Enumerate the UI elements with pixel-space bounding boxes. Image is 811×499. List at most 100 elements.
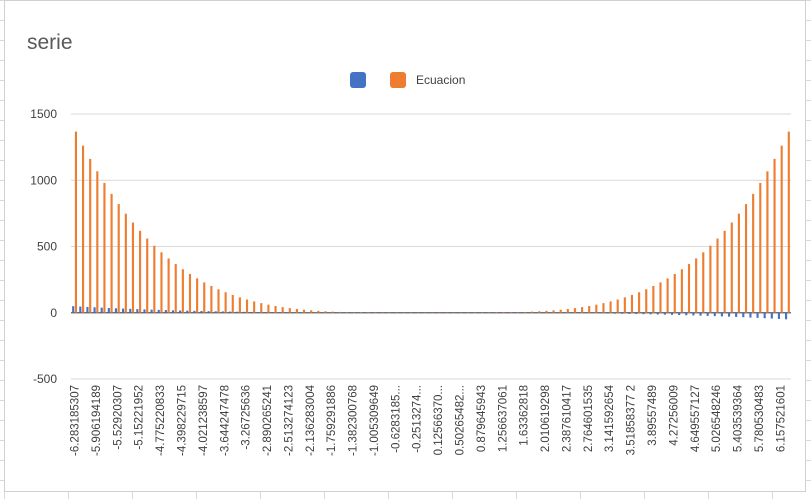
x-tick-label: 5.780530483 xyxy=(754,385,766,452)
chart-area[interactable]: serie Ecuacion -500 0 500 1000 1500 -6.283185… xyxy=(4,0,806,492)
x-tick-label: -1.005309649 xyxy=(369,385,381,456)
bar-ecuacion xyxy=(267,304,270,313)
bar-series-1 xyxy=(578,312,581,314)
bar-ecuacion xyxy=(160,252,163,313)
y-tick-label: -500 xyxy=(33,372,57,386)
bar-ecuacion xyxy=(438,312,441,314)
legend-swatch-orange xyxy=(390,72,406,88)
y-tick-label: 0 xyxy=(50,306,57,320)
bar-series-1 xyxy=(556,312,560,314)
bar-ecuacion xyxy=(623,297,626,313)
bar-ecuacion xyxy=(417,312,420,314)
bar-ecuacion xyxy=(545,310,548,313)
bar-ecuacion xyxy=(559,309,562,313)
bar-ecuacion xyxy=(581,307,584,313)
plot-svg: -500 0 500 1000 1500 -6.283185307 -5.906194189… xyxy=(30,107,791,456)
bar-series-1 xyxy=(350,312,353,314)
bar-ecuacion xyxy=(687,264,691,313)
bar-series-1 xyxy=(485,312,488,314)
bar-ecuacion xyxy=(538,311,541,313)
bar-series-1 xyxy=(777,312,781,319)
bar-series-1 xyxy=(656,312,659,315)
bar-series-1 xyxy=(157,309,160,313)
bar-series-1 xyxy=(621,312,624,314)
bar-series-1 xyxy=(314,312,317,314)
bar-ecuacion xyxy=(238,297,241,313)
x-tick-label: -1.759291886 xyxy=(326,385,338,456)
bar-series-1 xyxy=(214,311,217,313)
x-tick-label: 1.256637061 xyxy=(497,385,509,452)
x-tick-label: 3.89557489 xyxy=(647,385,659,446)
bar-series-1 xyxy=(328,312,331,314)
bar-ecuacion xyxy=(752,193,755,313)
bar-ecuacion xyxy=(395,312,398,314)
bar-series-1 xyxy=(300,312,303,313)
bar-ecuacion xyxy=(523,311,527,313)
bar-series-1 xyxy=(628,312,631,314)
x-tick-label: -2.890265241 xyxy=(262,385,274,456)
x-tick-label: -4.021238597 xyxy=(198,385,210,456)
x-tick-label: -4.398229715 xyxy=(176,385,188,456)
bar-ecuacion xyxy=(737,213,740,313)
bar-series-1 xyxy=(278,312,281,313)
bar-series-1 xyxy=(592,312,595,314)
x-tick-label: -4.775220833 xyxy=(155,385,167,456)
x-tick-label: 6.157521601 xyxy=(775,385,787,452)
bar-ecuacion xyxy=(331,311,334,313)
bar-ecuacion xyxy=(210,285,213,313)
bar-series-1 xyxy=(499,312,502,314)
x-tick-label: 0.879645943 xyxy=(476,385,488,452)
bar-series-1 xyxy=(207,311,210,313)
bar-ecuacion xyxy=(124,213,127,313)
bar-ecuacion xyxy=(723,230,726,313)
bar-series-1 xyxy=(571,312,574,314)
bar-ecuacion xyxy=(787,131,790,313)
bar-ecuacion xyxy=(645,289,648,313)
x-tick-label: 2.010619298 xyxy=(540,385,552,452)
legend-item-series-1 xyxy=(350,72,376,88)
bar-series-1 xyxy=(606,312,609,314)
bar-series-1 xyxy=(293,312,296,313)
bar-ecuacion xyxy=(345,312,348,313)
bar-ecuacion xyxy=(139,230,142,313)
y-tick-label: 500 xyxy=(37,240,57,254)
bar-ecuacion xyxy=(153,245,156,313)
bar-ecuacion xyxy=(310,310,313,313)
bar-ecuacion xyxy=(680,269,683,313)
legend-item-ecuacion: Ecuacion xyxy=(390,72,465,88)
bar-ecuacion xyxy=(409,312,413,314)
bar-series-1 xyxy=(136,309,139,313)
bar-series-1 xyxy=(307,312,310,313)
bar-ecuacion xyxy=(702,252,705,313)
bar-ecuacion xyxy=(295,308,298,313)
legend-label-ecuacion: Ecuacion xyxy=(416,73,466,87)
bar-ecuacion xyxy=(174,264,177,313)
bar-series-1 xyxy=(72,306,75,313)
x-tick-label: 4.649557127 xyxy=(690,385,702,452)
bar-series-1 xyxy=(100,307,103,313)
bar-series-1 xyxy=(457,312,460,314)
x-tick-label: 2.387610417 xyxy=(561,385,573,452)
bar-ecuacion xyxy=(502,312,505,313)
bar-ecuacion xyxy=(509,312,512,313)
bar-series-1 xyxy=(93,307,96,313)
x-tick-label: -5.906194189 xyxy=(91,385,103,456)
x-tick-label: -0.6283185... xyxy=(390,385,402,453)
bar-series-1 xyxy=(343,312,346,314)
bar-series-1 xyxy=(492,312,495,314)
bar-ecuacion xyxy=(245,299,249,313)
bar-series-1 xyxy=(107,307,110,313)
bar-series-1 xyxy=(528,312,531,314)
bar-ecuacion xyxy=(759,182,762,313)
bar-ecuacion xyxy=(381,312,384,314)
bar-ecuacion xyxy=(573,308,577,313)
bar-ecuacion xyxy=(552,310,555,313)
bar-series-1 xyxy=(171,310,175,313)
bar-ecuacion xyxy=(96,171,99,313)
bar-series-1 xyxy=(735,312,738,317)
bar-series-1 xyxy=(221,311,224,313)
x-tick-label: -5.52920307 xyxy=(112,385,124,450)
bar-ecuacion xyxy=(630,294,634,313)
bar-series-1 xyxy=(428,312,431,314)
bar-ecuacion xyxy=(666,278,669,313)
